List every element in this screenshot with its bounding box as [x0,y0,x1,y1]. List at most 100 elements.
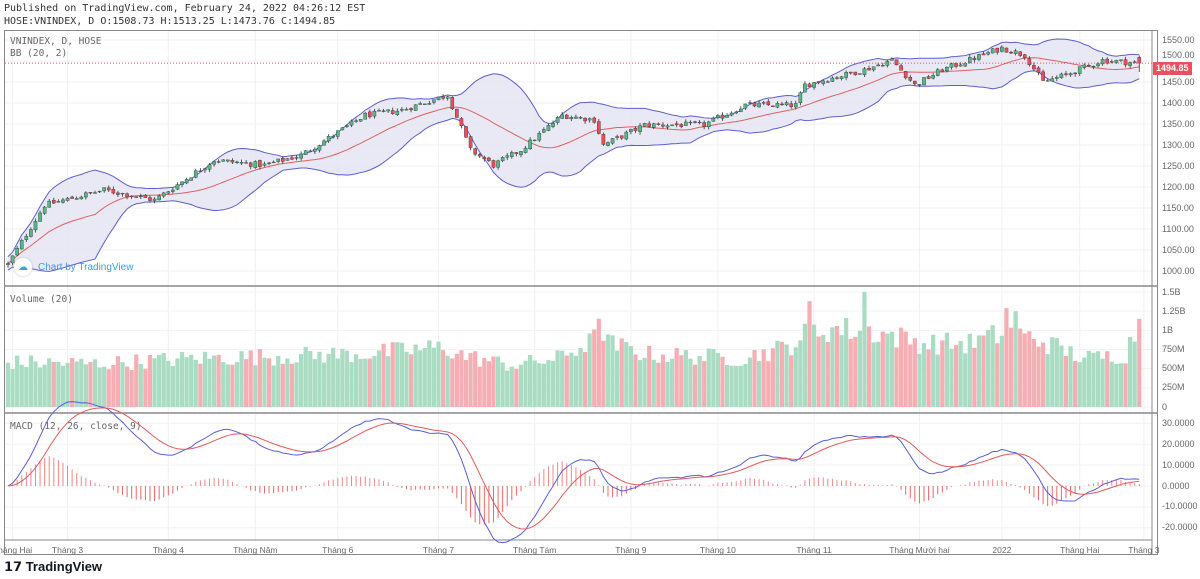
volume-bar [1123,363,1128,407]
volume-bar [825,341,830,407]
macd-tick-label: 20.0000 [1162,438,1195,449]
volume-bar [903,331,908,407]
candle [862,68,867,75]
candle [542,129,546,133]
candle [88,192,93,194]
volume-bar [216,354,221,407]
bb-legend: BB (20, 2) [10,48,68,59]
volume-bar [1128,337,1133,407]
ohlc-readout: HOSE:VNINDEX, D O:1508.73 H:1513.25 L:14… [4,16,336,27]
candle [248,162,253,167]
candle [193,170,198,178]
candle [1096,63,1100,66]
volume-tick-label: 1.25B [1162,305,1186,316]
candle [1055,77,1059,79]
volume-bar [885,333,890,407]
volume-bar [193,359,198,407]
candle [1000,46,1004,52]
volume-bar [1100,358,1105,407]
volume-bar [862,292,867,407]
candle [560,114,564,119]
volume-bar [418,350,423,407]
candle [74,198,79,200]
volume-bar [175,358,180,407]
candle [450,97,455,110]
candle [285,158,290,161]
volume-bar [518,364,524,407]
chart-frame[interactable] [4,30,1158,555]
signal-line [7,407,1140,530]
candle [56,201,61,203]
volume-bar [940,340,945,407]
candle [116,192,120,195]
candle [638,125,642,132]
price-tick-label: 1150.00 [1162,202,1194,213]
volume-bar [15,355,20,407]
volume-bar [239,351,244,407]
volume-bar [688,358,693,407]
volume-bar [1109,361,1114,407]
candle [757,102,761,108]
watermark[interactable]: ☁ Chart by TradingView [14,258,133,276]
volume-bar [582,352,588,407]
candle [780,103,784,105]
volume-bar [24,367,29,407]
volume-bar [1105,351,1110,407]
candle [729,112,734,116]
macd-legend: MACD (12, 26, close, 9) [10,421,142,432]
candle [340,127,345,131]
volume-bar [844,317,849,407]
volume-bar [198,363,203,407]
volume-bar [51,362,56,407]
candle [1018,51,1022,56]
candle [954,63,958,67]
candle [899,65,903,71]
candle [161,192,166,197]
logo-text: TradingView [25,559,103,574]
volume-bar [839,335,844,407]
candle [798,92,803,103]
volume-bar [450,358,455,407]
candle [299,153,303,159]
volume-bar [514,369,519,407]
candle [322,140,326,146]
candle [1073,72,1077,75]
volume-bar [880,331,885,407]
volume-bar [1073,361,1078,407]
volume-bar [702,361,707,407]
candle [79,196,84,200]
candle [42,206,47,214]
candle [803,83,807,93]
volume-bar [308,350,313,407]
candle [743,103,748,109]
candle [647,123,651,127]
volume-bar [477,366,482,407]
volume-bar [157,354,162,407]
volume-bar [747,357,753,407]
candle [867,68,871,71]
volume-bar [1082,357,1087,407]
volume-bar [720,356,725,407]
volume-bar [234,361,240,407]
volume-bar [42,364,47,407]
volume-bar [1031,338,1037,407]
volume-bar [381,343,386,407]
volume-bar [560,350,565,407]
tradingview-logo[interactable]: 𝟭𝟳 TradingView [4,559,102,575]
volume-bar [276,355,281,407]
candle [65,197,70,201]
candle [358,119,363,122]
volume-bar [28,355,33,407]
volume-bar [665,361,670,407]
volume-bar [376,350,382,407]
candle [1123,59,1128,66]
volume-bar [170,366,175,407]
candle [455,108,459,118]
volume-bar [899,327,904,407]
candle [1013,50,1018,54]
candle [326,135,331,142]
price-tick-label: 1350.00 [1162,118,1195,129]
volume-bar [743,364,748,407]
candle [693,121,697,123]
